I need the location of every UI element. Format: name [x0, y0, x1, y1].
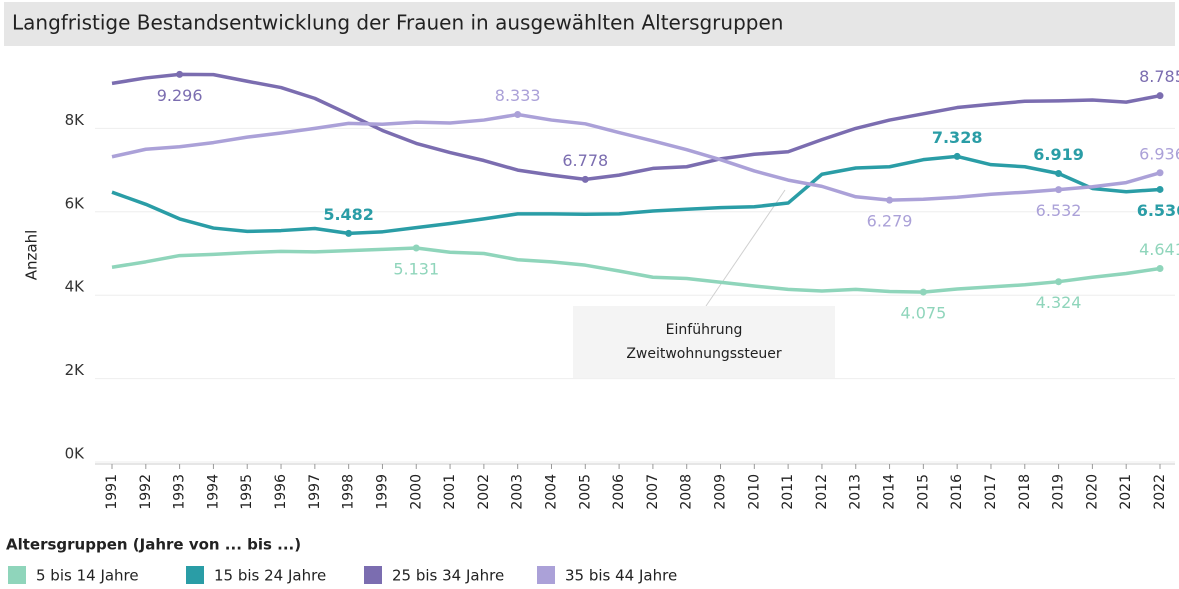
- data-label: 8.333: [495, 86, 541, 105]
- x-tick-label: 2020: [1084, 474, 1100, 510]
- y-tick-label: 0K: [65, 445, 86, 463]
- series-line: [111, 154, 1161, 236]
- legend-swatch: [537, 566, 555, 584]
- legend-label: 15 bis 24 Jahre: [214, 567, 326, 585]
- x-tick-label: 2014: [882, 474, 898, 510]
- x-tick-label: 2003: [510, 474, 526, 510]
- x-tick-label: 1995: [239, 474, 255, 510]
- series-line: [111, 112, 1161, 202]
- point: [1055, 278, 1063, 286]
- data-label: 6.778: [562, 151, 608, 170]
- x-tick-label: 2021: [1118, 474, 1134, 510]
- point: [345, 229, 353, 237]
- data-label: 4.324: [1036, 293, 1082, 312]
- point: [1156, 92, 1164, 100]
- x-tick-label: 2007: [645, 474, 661, 510]
- annotation-line: [705, 189, 786, 307]
- data-label: 6.536: [1137, 201, 1179, 220]
- point: [514, 111, 522, 119]
- x-tick-label: 2002: [476, 474, 492, 510]
- legend-label: 35 bis 44 Jahre: [565, 567, 677, 585]
- series-line: [111, 72, 1161, 182]
- x-tick-label: 1992: [138, 474, 154, 510]
- data-label: 6.532: [1036, 201, 1082, 220]
- y-tick-label: 4K: [65, 278, 86, 296]
- x-tick-label: 2009: [713, 474, 729, 510]
- x-tick-label: 2005: [577, 474, 593, 510]
- x-tick-label: 2001: [442, 474, 458, 510]
- x-tick-label: 1998: [341, 474, 357, 510]
- point: [953, 152, 961, 160]
- annotation-text: Einführung: [666, 322, 743, 338]
- x-tick-label: 1996: [273, 474, 289, 510]
- x-tick-label: 2010: [746, 474, 762, 510]
- point: [886, 196, 894, 204]
- x-tick-label: 2017: [983, 474, 999, 510]
- legend-label: 5 bis 14 Jahre: [36, 567, 139, 585]
- data-label: 6.936: [1139, 144, 1179, 163]
- x-tick-label: 2004: [543, 474, 559, 510]
- annotation-box: [573, 306, 835, 378]
- data-label: 5.131: [393, 260, 439, 279]
- x-tick-label: 1999: [374, 474, 390, 510]
- data-label: 6.279: [867, 212, 913, 231]
- x-tick-label: 2008: [679, 474, 695, 510]
- x-tick-label: 1993: [172, 474, 188, 510]
- x-tick-label: 2000: [408, 474, 424, 510]
- data-label: 9.296: [157, 86, 203, 105]
- data-label: 4.641: [1139, 240, 1179, 259]
- x-tick-label: 2013: [848, 474, 864, 510]
- y-axis-label: Anzahl: [23, 230, 41, 281]
- x-tick-label: 1991: [104, 474, 120, 510]
- data-label: 4.075: [900, 304, 946, 323]
- point: [1055, 169, 1063, 177]
- y-tick-label: 8K: [65, 111, 86, 129]
- point: [412, 244, 420, 252]
- point: [1156, 264, 1164, 272]
- data-label: 6.919: [1033, 145, 1084, 164]
- x-tick-label: 1997: [307, 474, 323, 510]
- legend-swatch: [364, 566, 382, 584]
- point: [919, 288, 927, 296]
- point: [1156, 169, 1164, 177]
- x-tick-label: 2006: [611, 474, 627, 510]
- x-tick-label: 2015: [915, 474, 931, 510]
- legend-label: 25 bis 34 Jahre: [392, 567, 504, 585]
- point: [581, 175, 589, 183]
- title-bar: [4, 2, 1175, 46]
- x-tick-label: 2016: [949, 474, 965, 510]
- x-tick-label: 2011: [780, 474, 796, 510]
- data-label: 5.482: [323, 205, 374, 224]
- point: [1156, 185, 1164, 193]
- legend-swatch: [186, 566, 204, 584]
- legend-swatch: [8, 566, 26, 584]
- x-tick-label: 2018: [1017, 474, 1033, 510]
- point: [176, 70, 184, 78]
- x-tick-label: 2022: [1152, 474, 1168, 510]
- chart-title: Langfristige Bestandsentwicklung der Fra…: [12, 11, 783, 35]
- legend-title: Altersgruppen (Jahre von ... bis ...): [6, 536, 301, 554]
- data-label: 8.785: [1139, 67, 1179, 86]
- point: [1055, 186, 1063, 194]
- y-tick-label: 2K: [65, 361, 86, 379]
- x-tick-label: 1994: [205, 474, 221, 510]
- data-label: 7.328: [932, 128, 983, 147]
- annotation-text: Zweitwohnungssteuer: [626, 346, 782, 362]
- x-tick-label: 2019: [1051, 474, 1067, 510]
- x-tick-label: 2012: [814, 474, 830, 510]
- y-tick-label: 6K: [65, 194, 86, 212]
- series-line: [111, 246, 1161, 294]
